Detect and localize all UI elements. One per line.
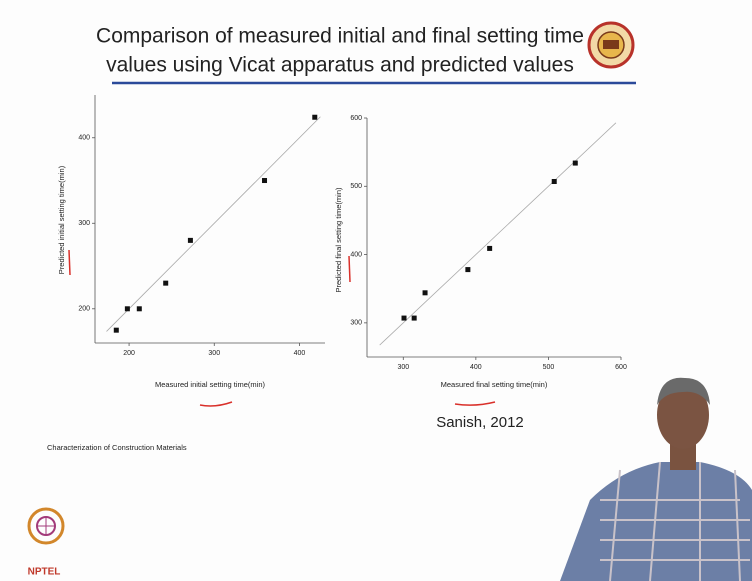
y-tick-label: 400 [78,135,90,142]
x-tick-label: 300 [397,364,409,371]
x-tick-label: 300 [208,350,220,357]
title-line: Comparison of measured initial and final… [96,25,584,48]
x-axis-label: Measured initial setting time(min) [155,380,266,389]
point [465,267,470,272]
x-tick-label: 400 [470,364,482,371]
y-tick-label: 500 [350,183,362,190]
y-tick-label: 300 [350,320,362,327]
point [114,328,119,333]
institute-logo [589,23,633,67]
citation: Sanish, 2012 [436,414,524,431]
title-line: values using Vicat apparatus and predict… [106,54,574,77]
y-tick-label: 600 [350,115,362,122]
y-tick-label: 200 [78,306,90,313]
y-tick-label: 400 [350,251,362,258]
point [188,238,193,243]
y-tick-label: 300 [78,220,90,227]
slide: Comparison of measured initial and final… [0,0,752,581]
point [137,306,142,311]
x-tick-label: 600 [615,364,627,371]
point [163,281,168,286]
point [402,316,407,321]
point [312,115,317,120]
point [412,316,417,321]
x-tick-label: 400 [294,350,306,357]
point [125,306,130,311]
y-axis-label: Predicted initial setting time(min) [57,165,66,274]
x-tick-label: 500 [543,364,555,371]
x-tick-label: 200 [123,350,135,357]
point [262,178,267,183]
y-axis-label: Predicted final setting time(min) [334,187,343,293]
point [423,290,428,295]
logo-text: NPTEL [28,567,61,578]
point [573,161,578,166]
point [552,179,557,184]
footer: Characterization of Construction Materia… [47,443,187,452]
point [487,246,492,251]
x-axis-label: Measured final setting time(min) [441,380,548,389]
